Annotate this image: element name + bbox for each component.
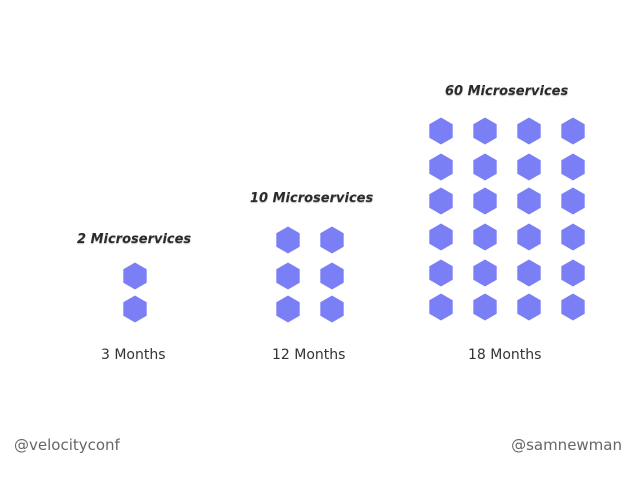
group-title-18-months: 60 Microservices xyxy=(445,84,569,99)
hexagon-icon xyxy=(561,259,585,287)
hexagon-icon xyxy=(429,187,453,215)
hexagon-icon xyxy=(123,295,147,323)
hexagon-icon xyxy=(320,226,344,254)
hexagon-icon xyxy=(429,293,453,321)
hexagon-icon xyxy=(429,117,453,145)
hexagon-icon xyxy=(123,262,147,290)
hexagon-icon xyxy=(473,223,497,251)
hexagon-icon xyxy=(517,117,541,145)
hexagon-icon xyxy=(473,153,497,181)
footer-right-handle: @samnewman xyxy=(511,436,622,454)
hexagon-icon xyxy=(429,153,453,181)
hexagon-icon xyxy=(561,117,585,145)
hexagon-icon xyxy=(561,187,585,215)
hexagon-icon xyxy=(561,293,585,321)
hexagon-icon xyxy=(473,187,497,215)
hexagon-icon xyxy=(517,223,541,251)
hexagon-icon xyxy=(517,187,541,215)
group-title-3-months: 2 Microservices xyxy=(77,232,192,247)
hexagon-icon xyxy=(429,223,453,251)
hexagon-icon xyxy=(517,153,541,181)
footer-left-handle: @velocityconf xyxy=(14,436,120,454)
hexagon-icon xyxy=(320,262,344,290)
hexagon-icon xyxy=(517,293,541,321)
hexagon-icon xyxy=(276,262,300,290)
period-label-3-months: 3 Months xyxy=(101,347,166,363)
hexagon-icon xyxy=(473,259,497,287)
hexagon-icon xyxy=(276,295,300,323)
hexagon-icon xyxy=(561,223,585,251)
hexagon-icon xyxy=(429,259,453,287)
period-label-12-months: 12 Months xyxy=(272,347,346,363)
hexagon-icon xyxy=(517,259,541,287)
hexagon-icon xyxy=(473,293,497,321)
group-title-12-months: 10 Microservices xyxy=(250,191,374,206)
hexagon-icon xyxy=(276,226,300,254)
hexagon-icon xyxy=(320,295,344,323)
hexagon-icon xyxy=(561,153,585,181)
period-label-18-months: 18 Months xyxy=(468,347,542,363)
hexagon-icon xyxy=(473,117,497,145)
